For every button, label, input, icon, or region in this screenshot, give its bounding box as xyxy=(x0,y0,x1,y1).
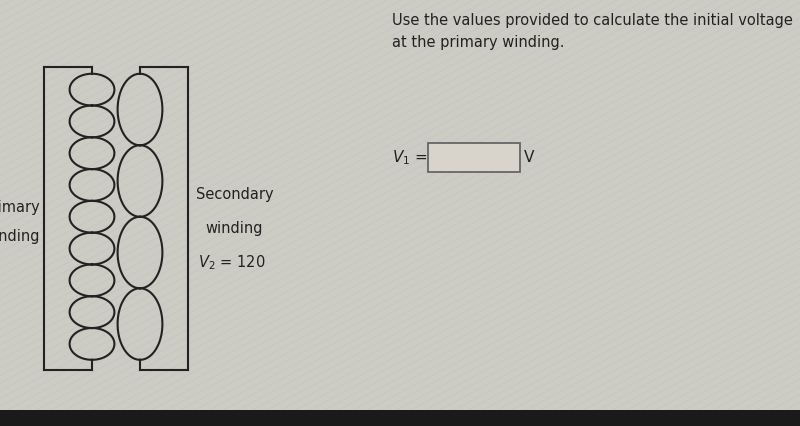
Text: winding: winding xyxy=(0,229,40,244)
Text: $V_2$ = 120: $V_2$ = 120 xyxy=(198,253,265,271)
Bar xyxy=(0,410,800,426)
Text: Secondary: Secondary xyxy=(196,186,274,201)
Text: V: V xyxy=(524,150,534,165)
Text: Primary: Primary xyxy=(0,199,40,214)
Text: winding: winding xyxy=(206,220,263,236)
Text: $V_1$ =: $V_1$ = xyxy=(392,148,428,167)
Text: Use the values provided to calculate the initial voltage
at the primary winding.: Use the values provided to calculate the… xyxy=(392,13,793,50)
Bar xyxy=(428,144,520,173)
